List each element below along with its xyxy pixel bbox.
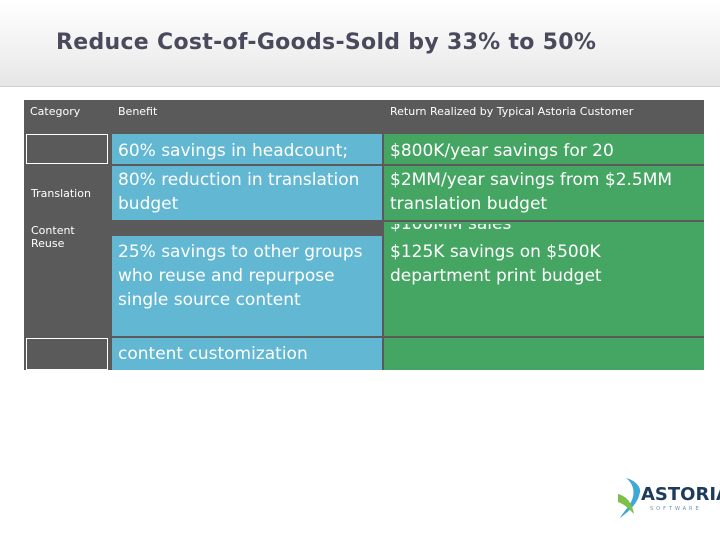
row1-category: [26, 134, 108, 164]
row4-return: [384, 338, 704, 370]
header-return: Return Realized by Typical Astoria Custo…: [390, 105, 634, 118]
header-benefit: Benefit: [118, 105, 158, 118]
benefits-table: Category Benefit Return Realized by Typi…: [24, 100, 704, 370]
row2-benefit: 80% reduction in translation budget: [112, 166, 382, 220]
logo-tagline: SOFTWARE: [650, 506, 702, 512]
row3-category: Content Reuse: [26, 222, 108, 336]
row2-return: $2MM/year savings from $2.5MM translatio…: [384, 166, 704, 220]
slide-title: Reduce Cost-of-Goods-Sold by 33% to 50%: [56, 30, 597, 55]
row3-return-overflow: $100MM sales: [390, 224, 512, 234]
row1-benefit: 60% savings in headcount;: [112, 134, 382, 164]
row4-benefit: content customization: [112, 338, 382, 370]
row3-return: $125K savings on $500K department print …: [390, 242, 602, 286]
astoria-logo-icon: [618, 478, 641, 518]
row3-return-cell: $100MM sales $125K savings on $500K depa…: [384, 222, 704, 336]
header-band: [0, 0, 720, 87]
row4-category: [26, 338, 108, 370]
header-category: Category: [30, 105, 81, 118]
row1-return: $800K/year savings for 20: [384, 134, 704, 164]
row2-category: Translation: [26, 166, 108, 220]
row3-benefit: 25% savings to other groups who reuse an…: [112, 236, 382, 336]
row3-return-overflow-clip: $100MM sales: [384, 224, 704, 236]
logo-name: ASTORIA: [641, 484, 720, 505]
